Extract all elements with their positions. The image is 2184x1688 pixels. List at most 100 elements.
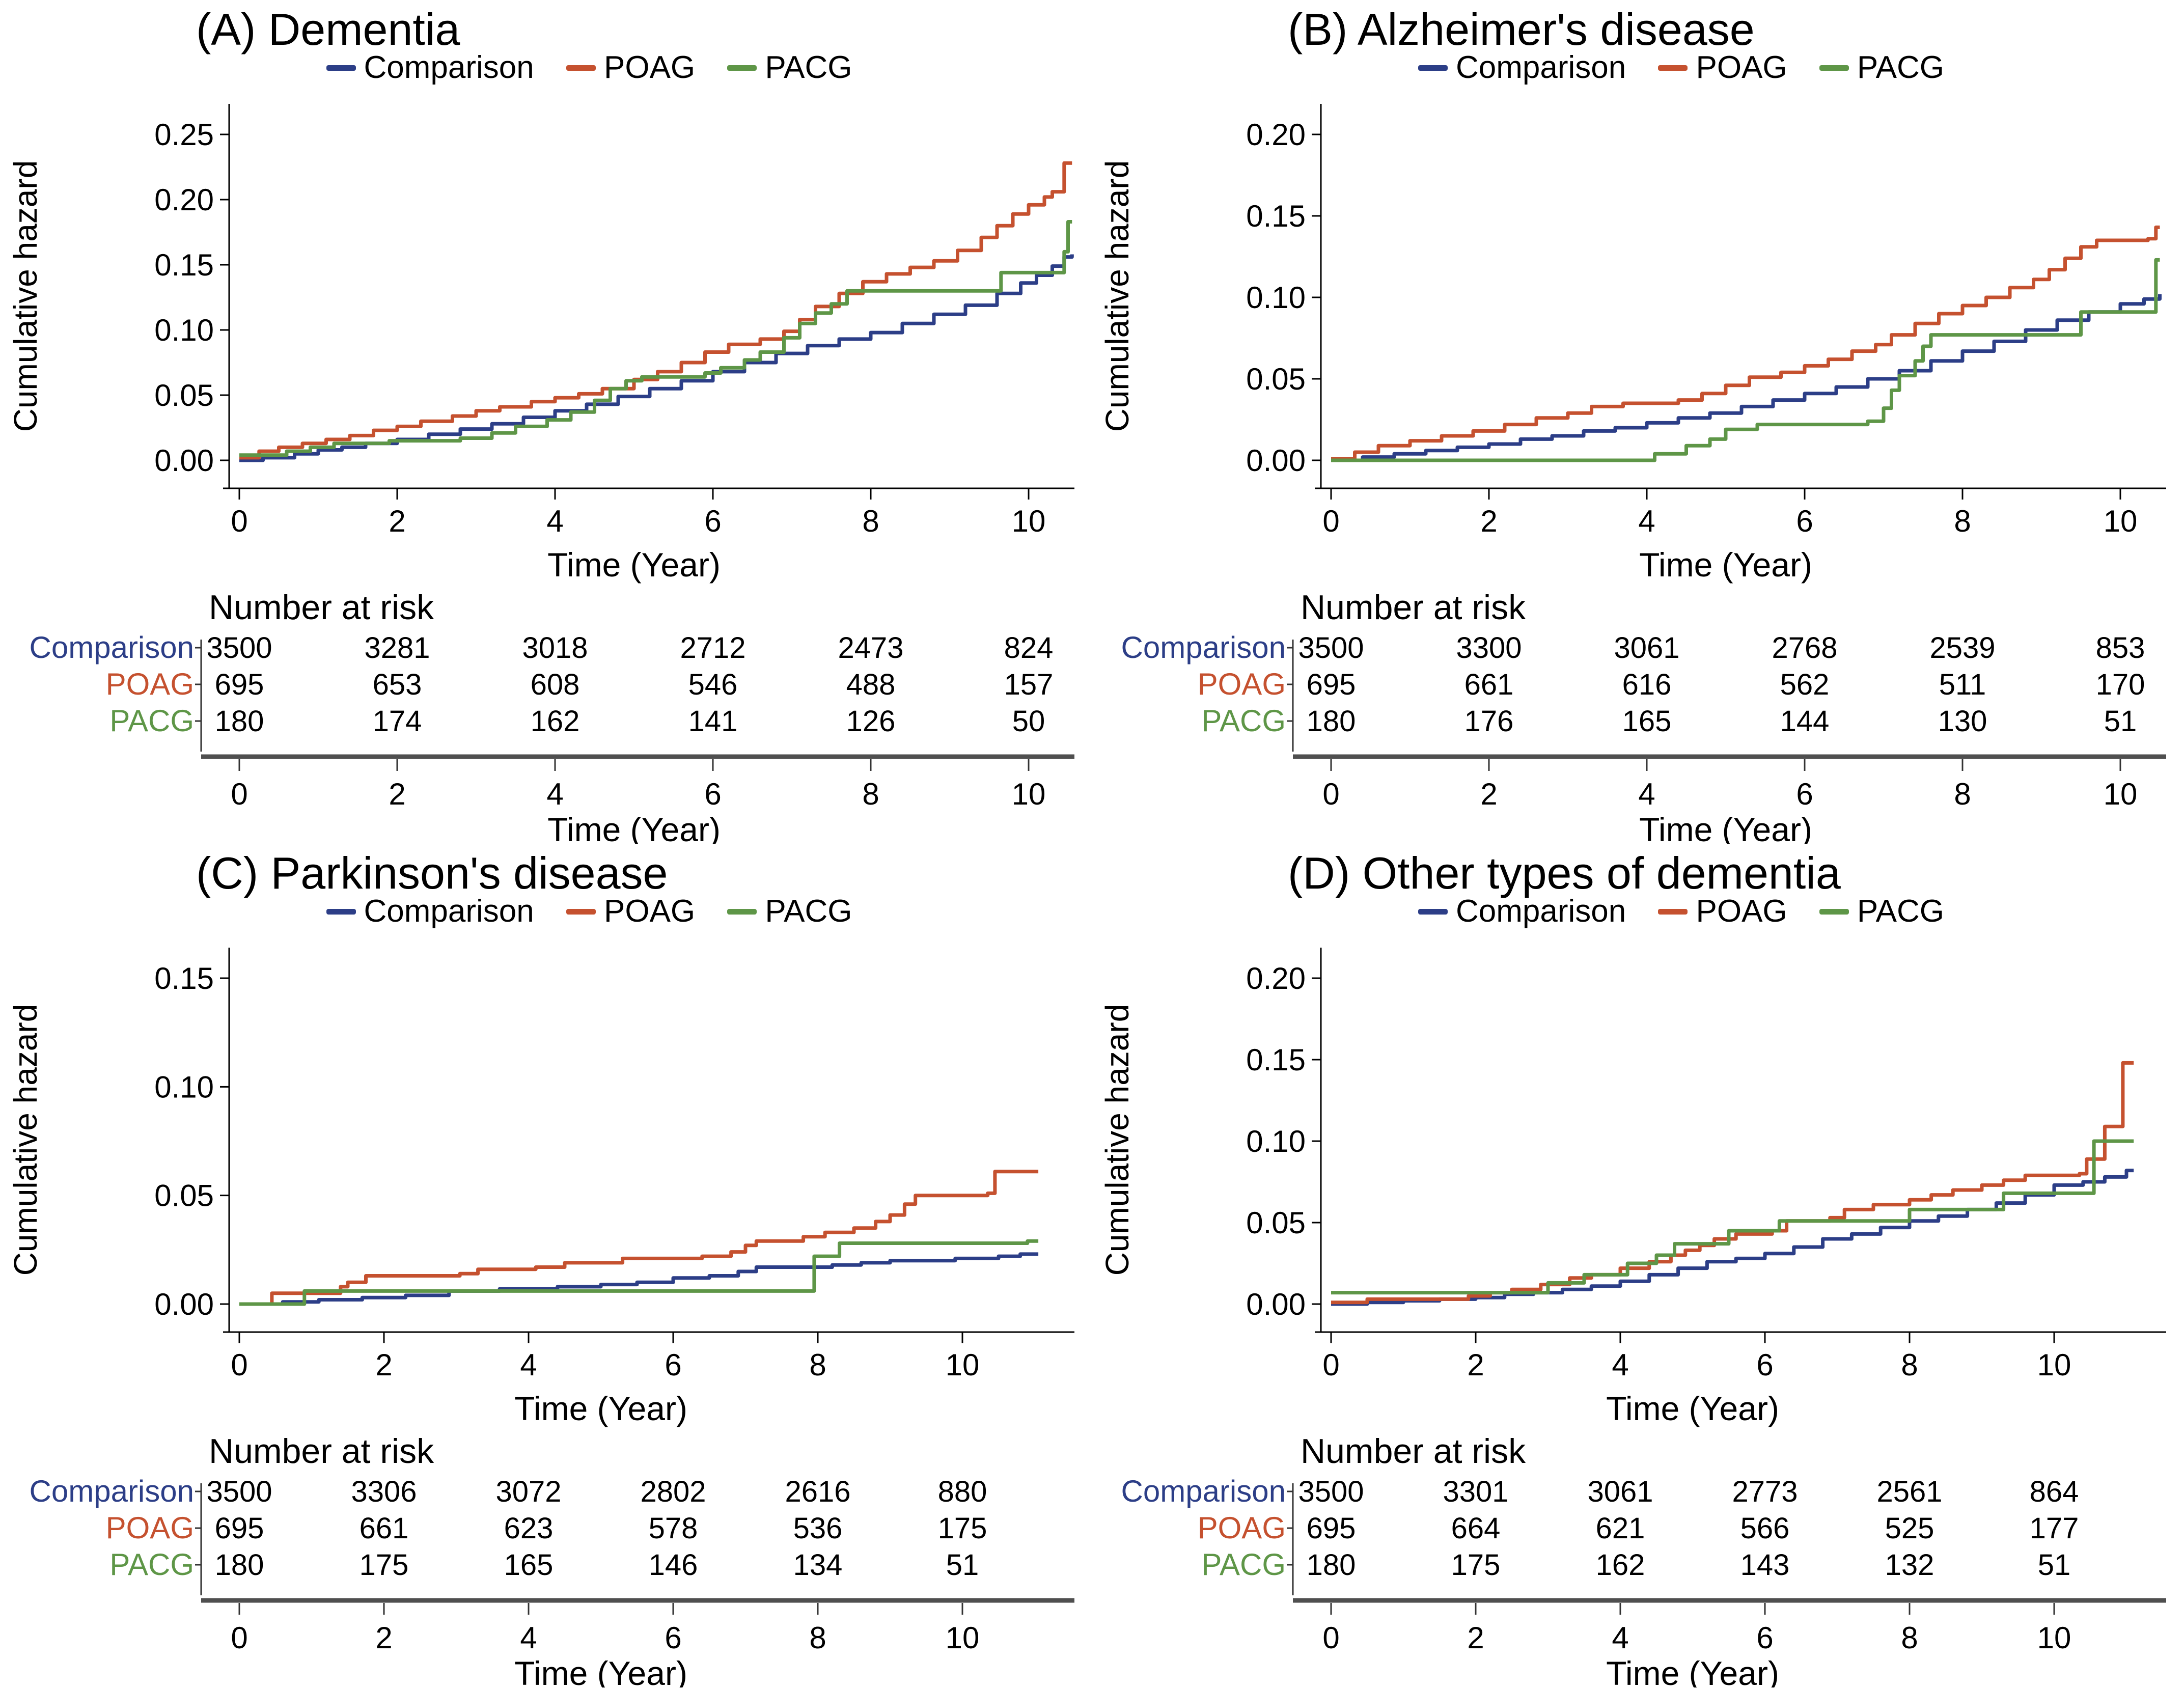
risk-value: 661: [1464, 668, 1514, 701]
comparison-line-swatch-icon: [326, 65, 356, 71]
legend-item-pacg: PACG: [1819, 52, 1944, 84]
chart-svg-D: 0.00 0.05 0.10 0.15 0.20 0 2 4 6 8 10 Cumulative ha…: [1099, 948, 2166, 1687]
x-tick-label: 8: [862, 504, 879, 538]
legend-label: POAG: [603, 50, 696, 85]
x-tick-label: 6: [1756, 1348, 1773, 1382]
number-at-risk-table: Comparison 3500 3306 3072 2802 2616 880 POAG 695…: [30, 1474, 1074, 1687]
risk-value: 51: [2038, 1548, 2071, 1582]
legend-label: POAG: [1696, 894, 1787, 929]
x-tick-label: 4: [1638, 504, 1655, 538]
x-tick-label: 0: [231, 504, 247, 538]
chart-alzheimers: 0.00 0.05 0.10 0.15 0.20 0 2 4 6 8 10 Cumulative ha…: [1092, 84, 2183, 844]
legend-item-poag: POAG: [566, 896, 695, 927]
number-at-risk-table: Comparison 3500 3300 3061 2768 2539 853 POAG 695…: [1121, 630, 2166, 844]
risk-axis-tick-label: 10: [2104, 777, 2138, 811]
x-tick-label: 6: [665, 1348, 681, 1382]
series-line-pacg: [239, 1239, 1039, 1306]
legend: Comparison POAG PACG: [1092, 52, 2184, 84]
x-axis-title: Time (Year): [514, 1390, 687, 1427]
chart-dementia: 0.00 0.05 0.10 0.15 0.20 0.25 0 2 4 6 8 10 Cumulativ…: [0, 84, 1092, 844]
risk-axis-tick-label: 4: [1638, 777, 1655, 811]
y-tick-labels: 0.00 0.05 0.10 0.15 0.20 0.25: [154, 118, 214, 478]
risk-value: 3500: [1298, 631, 1364, 665]
risk-value: 3061: [1614, 631, 1679, 665]
risk-value: 3281: [364, 631, 430, 665]
x-tick-labels: 0 2 4 6 8 10: [1322, 504, 2137, 538]
series-line-comparison: [1331, 1169, 2134, 1306]
risk-value: 162: [531, 705, 580, 738]
pacg-line-swatch-icon: [1819, 909, 1849, 915]
y-tick-labels: 0.00 0.05 0.10 0.15 0.20: [1246, 961, 1306, 1321]
risk-value: 621: [1596, 1512, 1645, 1545]
series-line-pacg: [239, 220, 1072, 457]
legend-label: Comparison: [1456, 894, 1626, 929]
series-line-pacg: [1331, 258, 2160, 462]
y-tick-label: 0.20: [154, 183, 214, 217]
y-tick-label: 0.10: [154, 313, 214, 347]
y-tick-labels: 0.00 0.05 0.10 0.15: [154, 961, 214, 1321]
poag-line-swatch-icon: [566, 909, 596, 915]
legend-item-poag: POAG: [1658, 896, 1787, 927]
y-axis-title: Cumulative hazard: [7, 160, 44, 432]
y-tick-label: 0.00: [154, 1287, 214, 1321]
legend-item-pacg: PACG: [727, 52, 852, 84]
risk-value: 176: [1464, 705, 1514, 738]
risk-value: 175: [1451, 1548, 1501, 1582]
risk-value: 864: [2030, 1475, 2079, 1508]
x-tick-labels: 0 2 4 6 8 10: [1322, 1348, 2071, 1382]
legend-label: PACG: [765, 894, 852, 929]
risk-value: 695: [215, 1512, 264, 1545]
risk-row-label-poag: POAG: [1198, 1511, 1286, 1545]
risk-axis-tick-label: 10: [2037, 1621, 2071, 1655]
legend: Comparison POAG PACG: [1092, 896, 2184, 927]
risk-value: 880: [938, 1475, 987, 1508]
risk-value: 536: [793, 1512, 843, 1545]
risk-value: 616: [1622, 668, 1672, 701]
series-line-poag: [1331, 225, 2160, 461]
panel-other-dementia: (D) Other types of dementia Comparison P…: [1092, 844, 2184, 1687]
panel-parkinsons: (C) Parkinson's disease Comparison POAG …: [0, 844, 1092, 1687]
y-tick-label: 0.00: [1246, 444, 1306, 478]
risk-axis-title: Time (Year): [547, 811, 721, 844]
series-lines: [239, 161, 1074, 462]
risk-value: 130: [1938, 705, 1987, 738]
number-at-risk-header: Number at risk: [1301, 588, 1526, 627]
risk-value: 2473: [838, 631, 903, 665]
y-tick-label: 0.15: [1246, 1043, 1306, 1077]
chart-svg-A: 0.00 0.05 0.10 0.15 0.20 0.25 0 2 4 6 8 10 Cumulativ…: [7, 104, 1074, 844]
panel-title: (B) Alzheimer's disease: [1288, 4, 1755, 54]
risk-value: 143: [1740, 1548, 1790, 1582]
risk-axis-tick-label: 0: [231, 777, 247, 811]
risk-value: 824: [1004, 631, 1054, 665]
risk-axis-tick-label: 2: [375, 1621, 392, 1655]
panel-alzheimers: (B) Alzheimer's disease Comparison POAG …: [1092, 0, 2184, 844]
y-tick-label: 0.20: [1246, 118, 1306, 152]
risk-axis-tick-label: 6: [1796, 777, 1813, 811]
y-tick-label: 0.05: [1246, 1206, 1306, 1240]
x-tick-labels: 0 2 4 6 8 10: [231, 504, 1045, 538]
y-tick-label: 0.10: [1246, 1124, 1306, 1158]
risk-value: 174: [373, 705, 422, 738]
number-at-risk-header: Number at risk: [209, 588, 434, 627]
legend-item-pacg: PACG: [727, 896, 852, 927]
risk-value: 180: [215, 1548, 264, 1582]
y-tick-label: 0.15: [154, 961, 214, 995]
series-lines: [239, 1170, 1039, 1306]
series-line-poag: [1331, 1061, 2134, 1305]
legend-label: POAG: [1696, 50, 1787, 85]
x-axis-title: Time (Year): [547, 546, 721, 584]
legend-item-poag: POAG: [566, 52, 695, 84]
risk-value: 51: [2104, 705, 2137, 738]
comparison-line-swatch-icon: [1418, 909, 1448, 915]
risk-value: 3018: [522, 631, 588, 665]
risk-axis-tick-label: 8: [1901, 1621, 1918, 1655]
series-line-poag: [239, 161, 1072, 460]
risk-value: 2712: [680, 631, 745, 665]
risk-value: 170: [2096, 668, 2145, 701]
risk-row-label-comparison: Comparison: [30, 1474, 194, 1508]
legend-label: POAG: [603, 894, 696, 929]
risk-row-label-comparison: Comparison: [1121, 630, 1286, 665]
poag-line-swatch-icon: [1658, 909, 1688, 915]
risk-value: 2802: [640, 1475, 706, 1508]
